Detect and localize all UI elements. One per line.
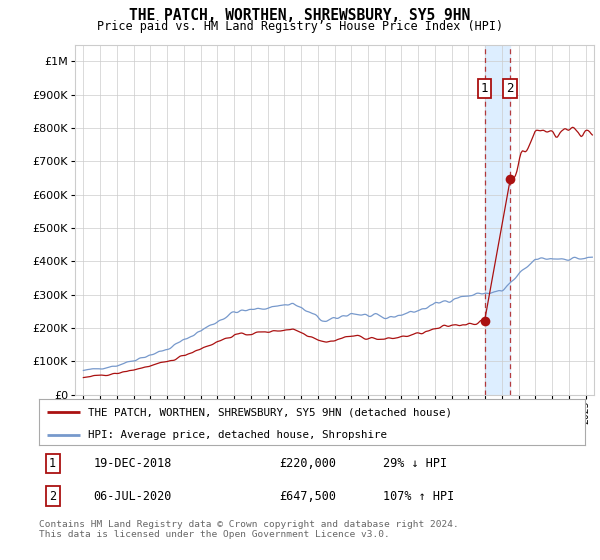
Bar	[485, 45, 510, 395]
Text: Contains HM Land Registry data © Crown copyright and database right 2024.
This d: Contains HM Land Registry data © Crown c…	[39, 520, 459, 539]
Text: 29% ↓ HPI: 29% ↓ HPI	[383, 457, 447, 470]
Text: 2: 2	[49, 490, 56, 503]
Text: 1: 1	[481, 82, 488, 95]
Text: £647,500: £647,500	[279, 490, 336, 503]
Text: THE PATCH, WORTHEN, SHREWSBURY, SY5 9HN (detached house): THE PATCH, WORTHEN, SHREWSBURY, SY5 9HN …	[88, 407, 452, 417]
Text: Price paid vs. HM Land Registry’s House Price Index (HPI): Price paid vs. HM Land Registry’s House …	[97, 20, 503, 32]
Text: 06-JUL-2020: 06-JUL-2020	[94, 490, 172, 503]
Text: THE PATCH, WORTHEN, SHREWSBURY, SY5 9HN: THE PATCH, WORTHEN, SHREWSBURY, SY5 9HN	[130, 8, 470, 24]
Text: 1: 1	[49, 457, 56, 470]
Text: HPI: Average price, detached house, Shropshire: HPI: Average price, detached house, Shro…	[88, 430, 387, 440]
Text: 107% ↑ HPI: 107% ↑ HPI	[383, 490, 454, 503]
Text: £220,000: £220,000	[279, 457, 336, 470]
Text: 2: 2	[506, 82, 514, 95]
Text: 19-DEC-2018: 19-DEC-2018	[94, 457, 172, 470]
